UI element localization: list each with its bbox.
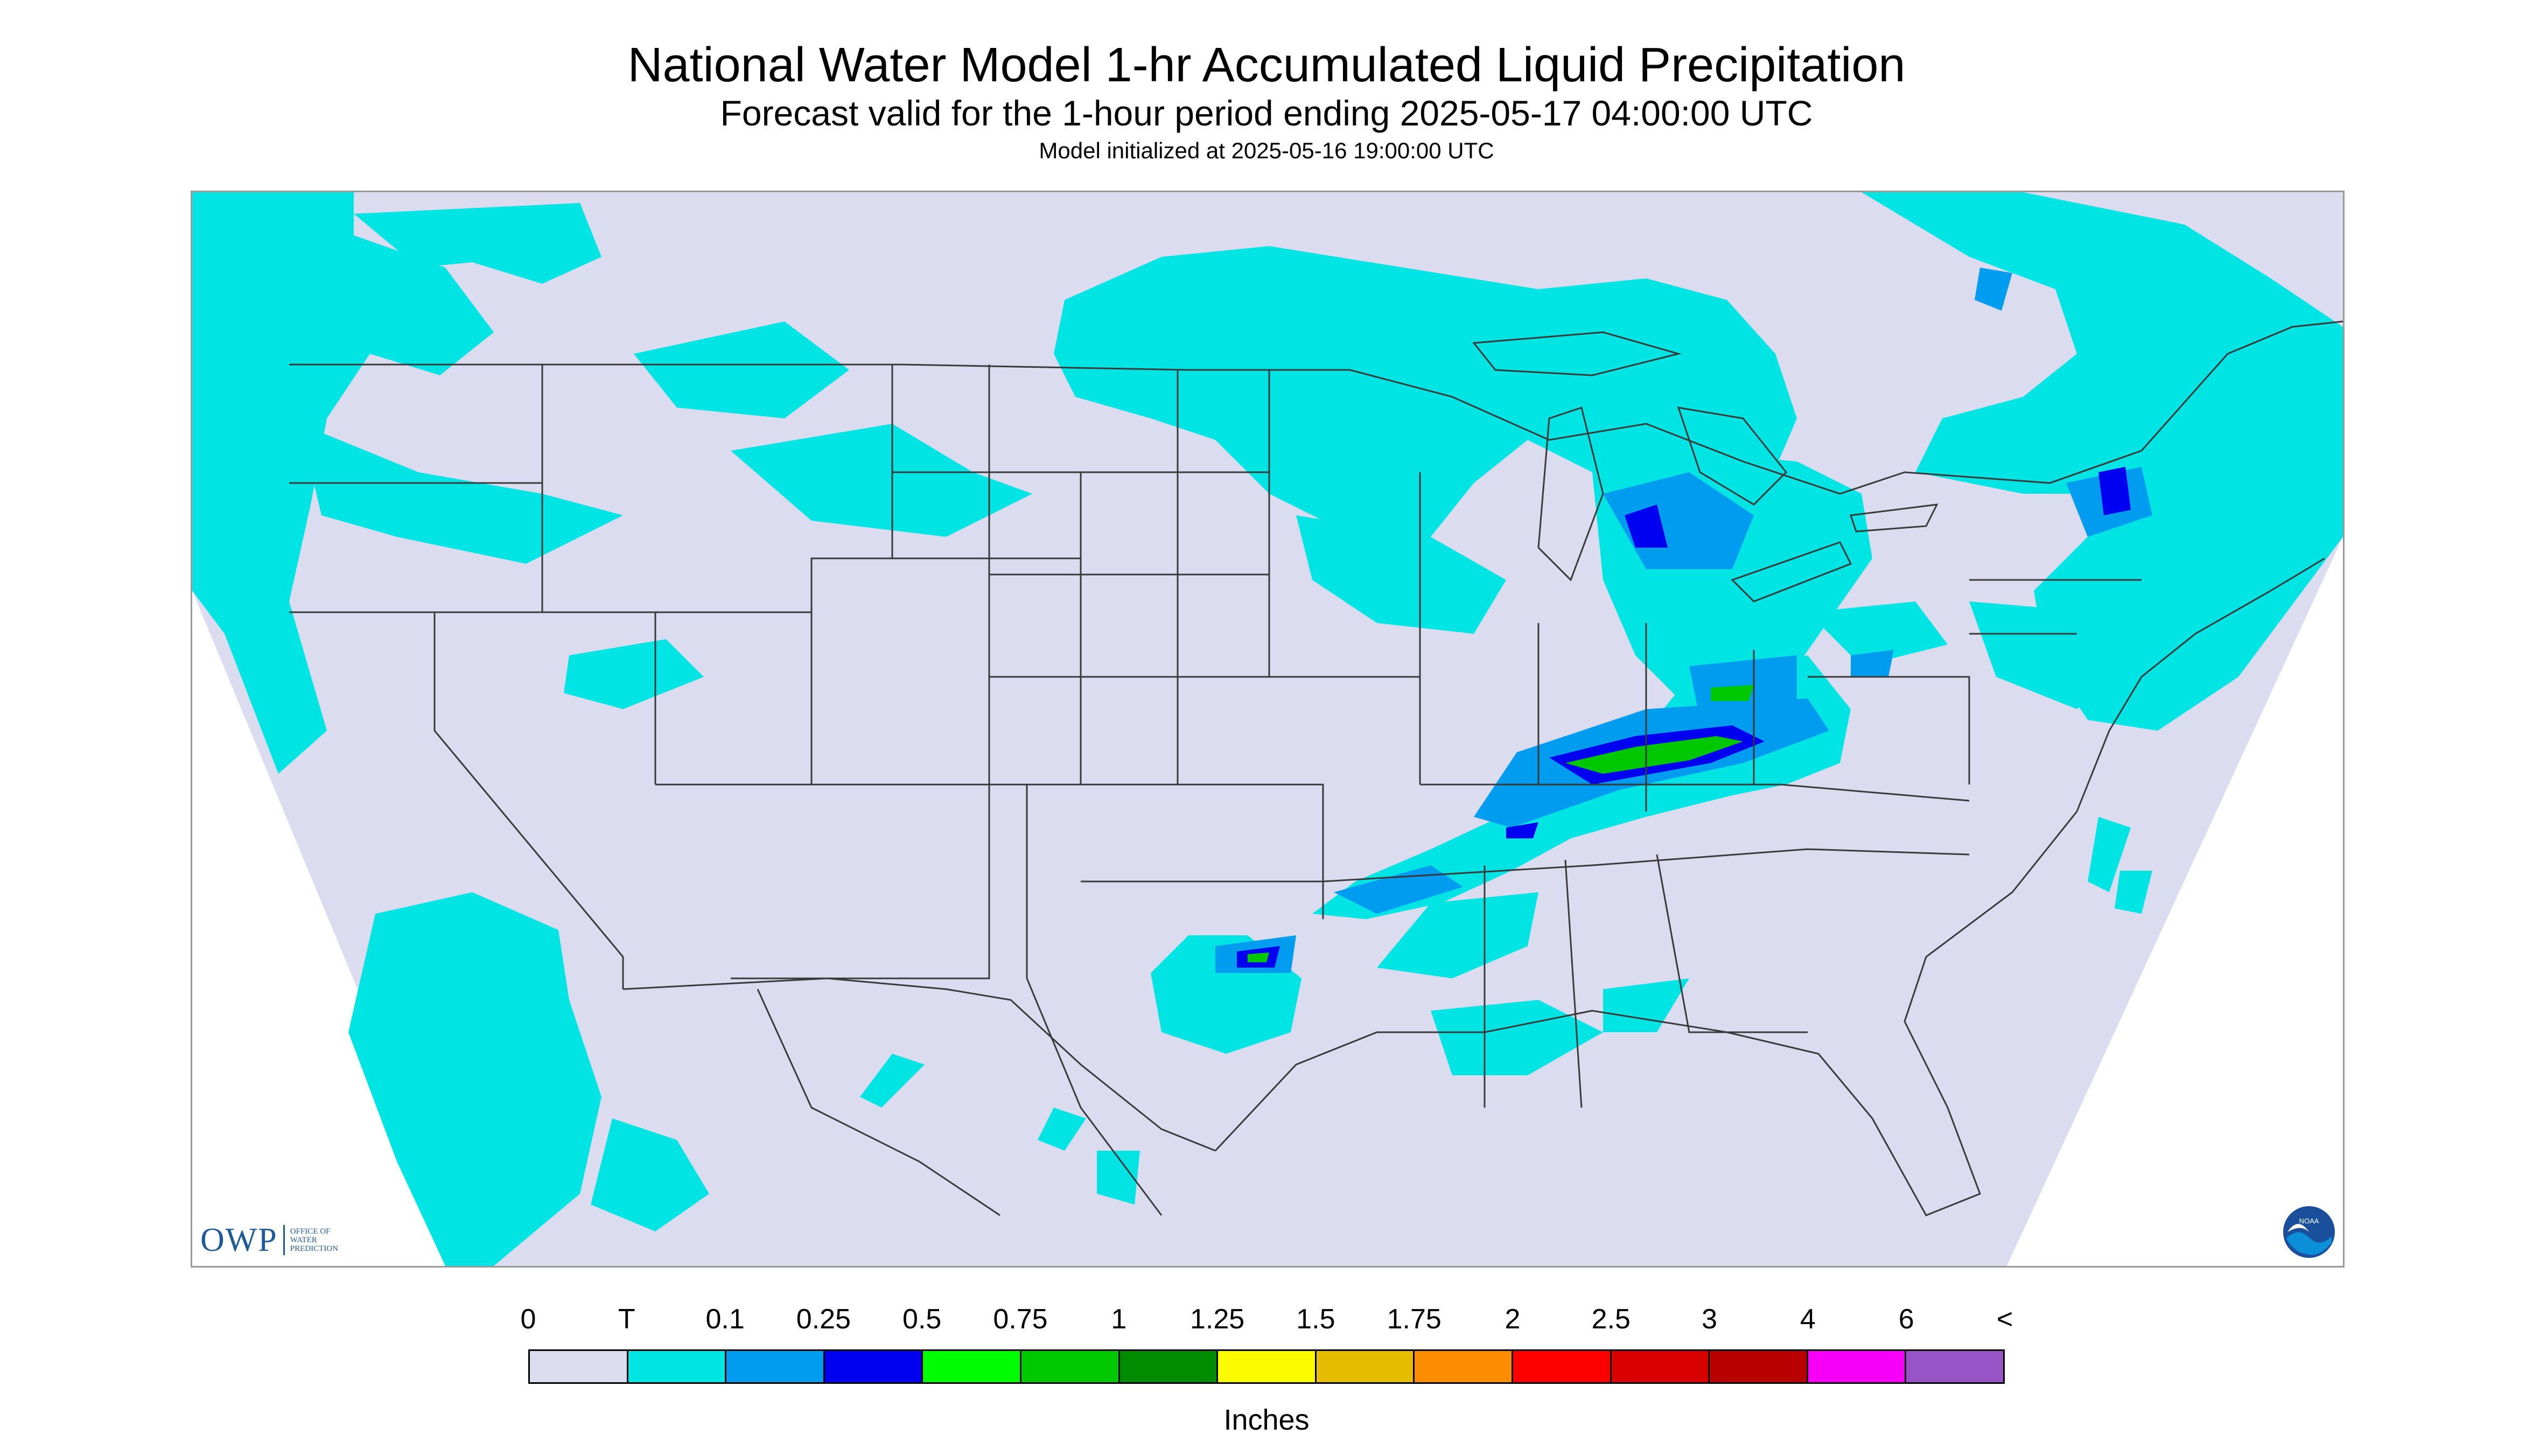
legend-units-label: Inches: [1223, 1404, 1310, 1436]
color-legend: [528, 1349, 2005, 1384]
legend-tick-label: 2: [1505, 1304, 1521, 1335]
legend-tick-labels: 0 T 0.1 0.25 0.5 0.75 1 1.25 1.5 1.75 2 2.5 3 4 6 <: [521, 1303, 2013, 1335]
owp-logo-divider: [283, 1225, 285, 1255]
legend-tick-label: 6: [1898, 1304, 1914, 1335]
legend-tick-label: 1: [1111, 1304, 1127, 1335]
owp-logo-line: WATER: [290, 1236, 317, 1244]
legend-swatch: [1906, 1351, 2003, 1382]
legend-tick-label: 2.5: [1591, 1304, 1631, 1335]
owp-logo-line: OFFICE OF: [290, 1227, 331, 1236]
legend-swatch: [824, 1351, 923, 1382]
legend-swatch: [1119, 1351, 1219, 1382]
legend-swatch: [1611, 1351, 1710, 1382]
legend-tick-label: 1.5: [1296, 1304, 1335, 1335]
legend-tick-label: <: [1996, 1304, 2013, 1335]
legend-tick-label: 1.25: [1189, 1304, 1245, 1335]
map-title: National Water Model 1-hr Accumulated Li…: [627, 38, 1906, 92]
legend-swatch: [923, 1351, 1021, 1382]
legend-swatch: [1513, 1351, 1612, 1382]
model-domain: [192, 192, 2343, 1266]
noaa-logo: NOAA: [2283, 1206, 2335, 1258]
legend-swatch: [1808, 1351, 1907, 1382]
great-lakes-outline: [1472, 331, 1939, 603]
legend-swatch: [1218, 1351, 1317, 1382]
legend-swatch: [530, 1351, 628, 1382]
boundary-lines: [289, 320, 2343, 1216]
legend-tick-label: 0.1: [705, 1304, 745, 1335]
legend-swatch: [1021, 1351, 1120, 1382]
legend-tick-label: 0: [520, 1304, 536, 1335]
owp-logo-subtext: OFFICE OF WATER PREDICTION: [290, 1227, 338, 1253]
owp-logo: OWP OFFICE OF WATER PREDICTION: [200, 1222, 338, 1258]
legend-swatch: [628, 1351, 727, 1382]
legend-tick-label: 1.75: [1387, 1304, 1442, 1335]
precip-green-areas: [1248, 685, 1754, 962]
legend-swatch: [1710, 1351, 1808, 1382]
map-subtitle: Forecast valid for the 1-hour period end…: [720, 93, 1813, 133]
legend-swatch: [1316, 1351, 1415, 1382]
owp-logo-text: OWP: [200, 1221, 278, 1258]
legend-swatch: [1415, 1351, 1513, 1382]
legend-tick-label: 0.25: [796, 1304, 851, 1335]
model-init-line: Model initialized at 2025-05-16 19:00:00…: [1039, 138, 1494, 163]
noaa-logo-text: NOAA: [2299, 1217, 2319, 1225]
owp-logo-line: PREDICTION: [290, 1244, 338, 1253]
legend-tick-label: 0.75: [993, 1304, 1048, 1335]
precipitation-map: [191, 191, 2345, 1268]
legend-tick-label: 3: [1702, 1304, 1718, 1335]
legend-tick-label: 0.5: [902, 1304, 942, 1335]
legend-tick-label: 4: [1800, 1304, 1816, 1335]
legend-tick-label: T: [618, 1304, 635, 1335]
legend-swatch: [726, 1351, 825, 1382]
